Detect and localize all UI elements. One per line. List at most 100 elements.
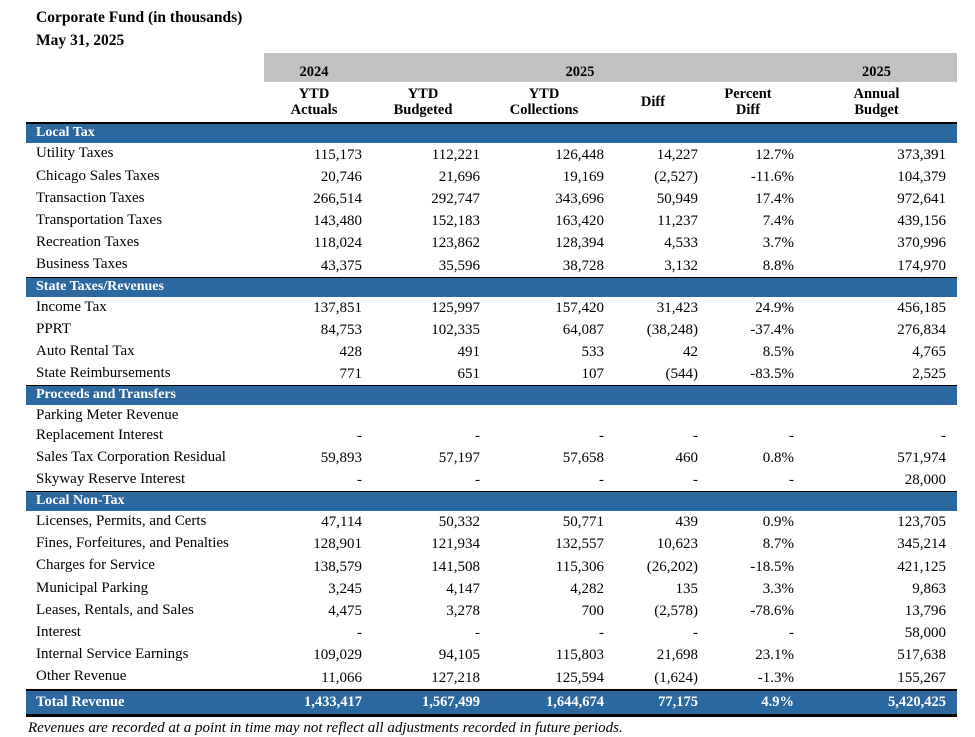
cell-ytd-collections: -	[599, 472, 604, 489]
table-row: State Reimbursements 771 651 107 (544) -…	[26, 363, 957, 386]
cell-ytd-actuals: 20,746	[320, 168, 362, 185]
cell-ytd-actuals: -	[357, 427, 362, 444]
cell-ytd-budgeted: 123,862	[431, 235, 480, 252]
cell-ytd-actuals: -	[357, 472, 362, 489]
cell-ytd-collections: 157,420	[555, 299, 604, 316]
header-line: YTD	[407, 86, 439, 102]
cell-annual-budget: 517,638	[897, 647, 946, 664]
cell-percent-diff: 17.4%	[755, 191, 794, 208]
section-proceeds-and-transfers: Proceeds and Transfers Parking Meter Rev…	[26, 385, 957, 492]
section-header-local-non-tax: Local Non-Tax	[26, 491, 957, 512]
cell-ytd-budgeted: -	[475, 625, 480, 642]
cell-annual-budget: 421,125	[897, 558, 946, 575]
cell-diff: 4,533	[664, 235, 698, 252]
cell-ytd-budgeted: 50,332	[438, 514, 480, 531]
table-row: Transportation Taxes 143,480 152,183 163…	[26, 210, 957, 232]
section-header-state-taxes-revenues: State Taxes/Revenues	[26, 276, 957, 297]
section-local-non-tax: Local Non-Tax Licenses, Permits, and Cer…	[26, 491, 957, 690]
cell-percent-diff: -78.6%	[750, 603, 794, 620]
table-row: Utility Taxes 115,173 112,221 126,448 14…	[26, 143, 957, 165]
row-label: Transportation Taxes	[36, 212, 163, 229]
cell-percent-diff: -	[789, 472, 794, 489]
year-band-row: 2024 2025 2025	[26, 53, 957, 82]
cell-ytd-collections: 128,394	[555, 235, 604, 252]
cell-ytd-collections: 107	[581, 366, 605, 383]
cell-ytd-budgeted: 4,147	[446, 580, 480, 597]
table-row: Auto Rental Tax 428 491 533 42 8.5% 4,76…	[26, 341, 957, 363]
cell-annual-budget: 9,863	[912, 580, 946, 597]
cell-ytd-budgeted: 102,335	[431, 321, 480, 338]
header-line: Percent	[724, 86, 772, 102]
table-row: Recreation Taxes 118,024 123,862 128,394…	[26, 232, 957, 254]
cell-annual-budget: 373,391	[897, 146, 946, 163]
row-label: Interest	[36, 624, 81, 641]
total-section: Total Revenue 1,433,417 1,567,499 1,644,…	[26, 688, 957, 718]
cell-percent-diff: 0.8%	[762, 449, 794, 466]
year-band-spacer	[26, 53, 264, 82]
cell-diff: -	[693, 625, 698, 642]
cell-ytd-budgeted: 57,197	[438, 449, 480, 466]
cell-annual-budget: 571,974	[897, 449, 946, 466]
cell-annual-budget: 2,525	[912, 366, 946, 383]
cell-ytd-collections: 4,282	[570, 580, 604, 597]
cell-ytd-budgeted: 35,596	[438, 257, 480, 274]
total-ytd-budgeted: 1,567,499	[364, 688, 482, 718]
cell-ytd-actuals: 59,893	[320, 449, 362, 466]
row-label: Charges for Service	[36, 557, 155, 574]
cell-ytd-actuals: 771	[339, 366, 363, 383]
row-label: Sales Tax Corporation Residual	[36, 448, 226, 465]
cell-diff: 3,132	[664, 257, 698, 274]
cell-ytd-collections: 700	[581, 603, 605, 620]
row-label: Leases, Rentals, and Sales	[36, 601, 194, 618]
table-row: Leases, Rentals, and Sales 4,475 3,278 7…	[26, 600, 957, 622]
cell-ytd-actuals: -	[357, 625, 362, 642]
cell-ytd-collections: 125,594	[555, 669, 604, 686]
cell-ytd-budgeted: 125,997	[431, 299, 480, 316]
column-header-annual-budget: Annual Budget	[796, 82, 957, 125]
row-label: Transaction Taxes	[36, 189, 145, 206]
column-header-ytd-collections: YTD Collections	[482, 82, 606, 125]
row-label: Municipal Parking	[36, 579, 149, 596]
total-ytd-actuals: 1,433,417	[264, 688, 364, 718]
row-label: Other Revenue	[36, 668, 127, 685]
cell-percent-diff: -1.3%	[757, 669, 794, 686]
cell-ytd-collections: 19,169	[562, 168, 604, 185]
cell-diff: 21,698	[656, 647, 698, 664]
cell-annual-budget: 345,214	[897, 536, 946, 553]
cell-ytd-budgeted: 3,278	[446, 603, 480, 620]
section-local-tax: Local Tax Utility Taxes 115,173 112,221 …	[26, 122, 957, 277]
table-row: Sales Tax Corporation Residual 59,893 57…	[26, 447, 957, 469]
cell-ytd-collections: 38,728	[562, 257, 604, 274]
cell-ytd-actuals: 109,029	[313, 647, 362, 664]
cell-ytd-collections: 343,696	[555, 191, 604, 208]
row-label: Internal Service Earnings	[36, 646, 189, 663]
cell-ytd-collections: -	[599, 625, 604, 642]
row-label: Skyway Reserve Interest	[36, 470, 186, 487]
cell-percent-diff: 8.7%	[762, 536, 794, 553]
cell-diff: 14,227	[656, 146, 698, 163]
cell-percent-diff: -83.5%	[750, 366, 794, 383]
cell-diff: (38,248)	[646, 321, 698, 338]
report-date: May 31, 2025	[36, 32, 125, 49]
cell-ytd-actuals: 428	[339, 344, 363, 361]
report-title: Corporate Fund (in thousands)	[36, 9, 243, 26]
row-label: Licenses, Permits, and Certs	[36, 513, 207, 530]
cell-ytd-budgeted: 491	[457, 344, 481, 361]
cell-percent-diff: 12.7%	[755, 146, 794, 163]
cell-ytd-collections: 115,803	[555, 647, 604, 664]
cell-ytd-collections: 50,771	[562, 514, 604, 531]
table-row: Municipal Parking 3,245 4,147 4,282 135 …	[26, 578, 957, 600]
table-row: Internal Service Earnings 109,029 94,105…	[26, 644, 957, 666]
header-line: Annual	[853, 86, 900, 102]
year-band-2024: 2024	[264, 53, 364, 82]
total-percent-diff: 4.9%	[700, 688, 796, 718]
cell-percent-diff: 7.4%	[762, 213, 794, 230]
cell-diff: (2,578)	[654, 603, 698, 620]
column-header-spacer	[26, 82, 264, 125]
cell-percent-diff: -	[789, 427, 794, 444]
column-header-ytd-budgeted: YTD Budgeted	[364, 82, 482, 125]
table-row: Charges for Service 138,579 141,508 115,…	[26, 555, 957, 577]
cell-annual-budget: 972,641	[897, 191, 946, 208]
cell-diff: -	[693, 427, 698, 444]
header-line: Actuals	[290, 102, 338, 119]
